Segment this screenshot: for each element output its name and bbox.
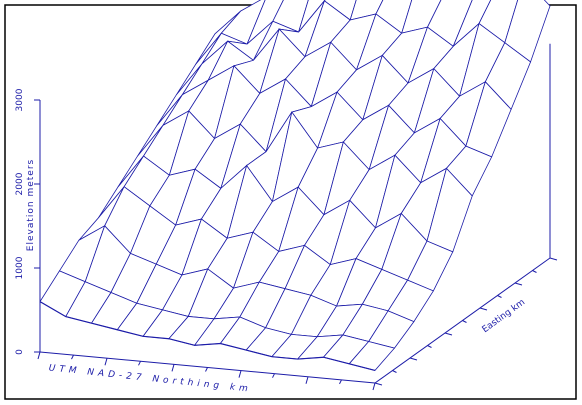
y-tick (374, 382, 383, 386)
front-edge (39, 301, 376, 371)
y-tick (392, 370, 397, 373)
y-tick (409, 357, 418, 361)
y-tick (549, 257, 558, 261)
y-tick (427, 345, 432, 348)
x-tick (205, 367, 208, 372)
y-tick (479, 307, 488, 311)
y-tick (462, 320, 467, 323)
x-tick (272, 373, 275, 378)
x-tick (171, 364, 175, 372)
x-tick (339, 379, 342, 385)
z-axis-title: Elevation meters (26, 159, 36, 251)
x-tick (104, 358, 108, 366)
x-tick (138, 361, 141, 366)
y-tick (444, 332, 453, 336)
y-tick (532, 270, 537, 273)
z-tick-label: 2000 (15, 172, 25, 195)
z-tick-label: 0 (15, 349, 25, 355)
y-tick (497, 295, 502, 298)
x-tick (372, 382, 376, 391)
x-tick (238, 370, 242, 378)
x-tick (71, 354, 74, 360)
z-tick-label: 3000 (15, 88, 25, 111)
surface: 0 1000 2000 3000 (15, 0, 558, 391)
x-tick (37, 351, 41, 360)
z-tick-label: 1000 (15, 256, 25, 279)
y-tick (514, 282, 523, 286)
x-tick (305, 376, 309, 384)
